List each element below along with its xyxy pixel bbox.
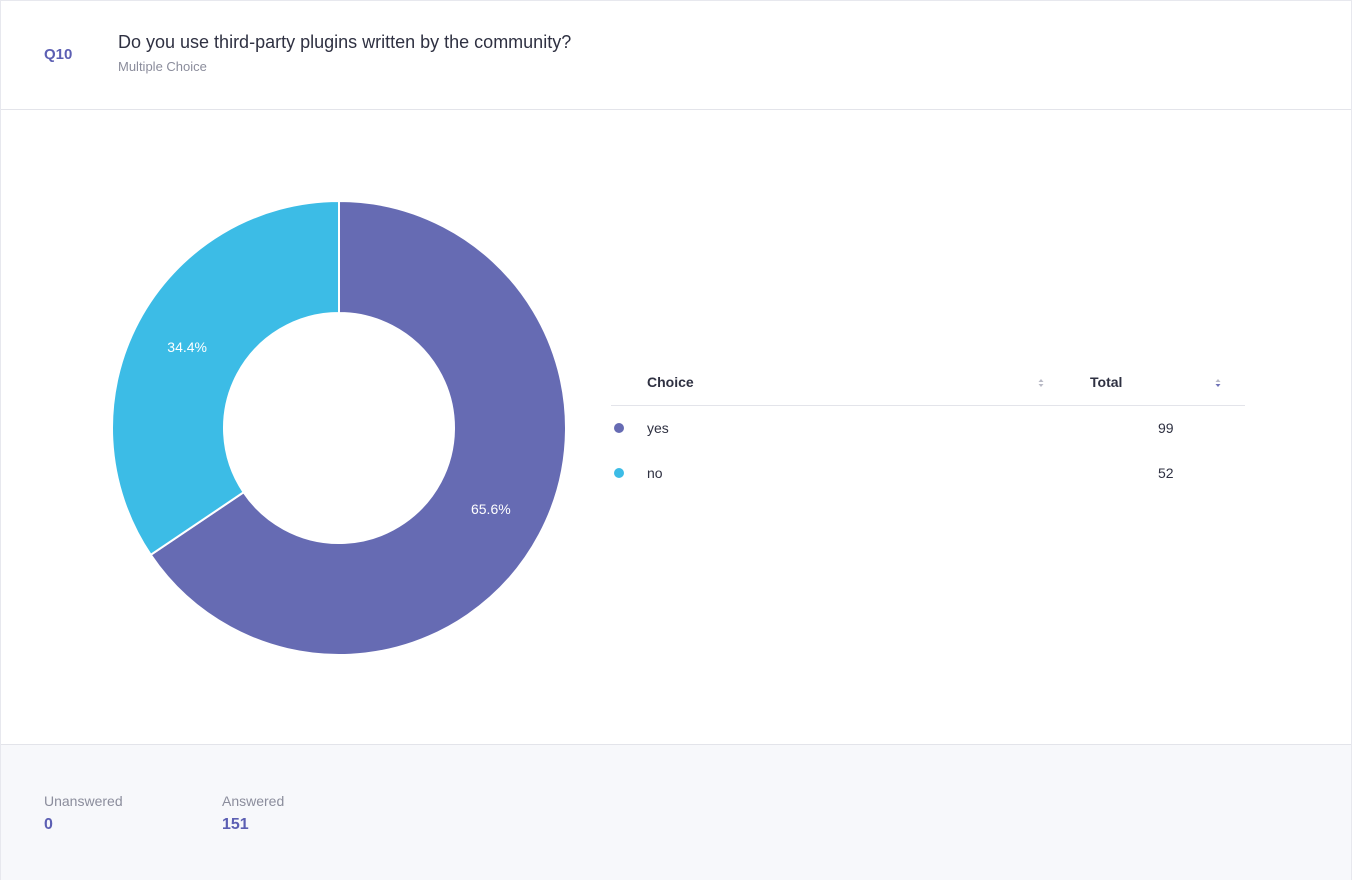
table-header: Choice Total <box>611 361 1245 406</box>
slice-percent-label: 34.4% <box>167 339 207 355</box>
choice-table: Choice Total yes 99 no 52 <box>611 361 1245 496</box>
legend-dot <box>614 423 624 433</box>
answered-count: 151 <box>222 816 249 833</box>
sort-icon[interactable] <box>1038 377 1044 389</box>
slice-percent-label: 65.6% <box>471 501 511 517</box>
table-row: yes 99 <box>611 406 1245 451</box>
unanswered-count: 0 <box>44 816 53 833</box>
answered-label: Answered <box>222 793 285 809</box>
legend-dot <box>614 468 624 478</box>
question-title: Do you use third-party plugins written b… <box>118 32 572 52</box>
table-body: yes 99 no 52 <box>611 406 1245 496</box>
question-number: Q10 <box>44 46 73 63</box>
donut-slice-no[interactable] <box>111 199 340 557</box>
question-type: Multiple Choice <box>118 59 207 74</box>
unanswered-stat: Unanswered 0 <box>44 792 123 834</box>
column-header-total[interactable]: Total <box>1090 374 1123 390</box>
unanswered-label: Unanswered <box>44 793 123 809</box>
donut-chart: 65.6% 34.4% <box>101 191 581 666</box>
question-header: Q10 Do you use third-party plugins writt… <box>1 1 1351 110</box>
column-header-choice[interactable]: Choice <box>647 374 694 390</box>
choice-label: yes <box>647 420 669 436</box>
choice-total: 99 <box>1158 420 1174 436</box>
sort-icon[interactable] <box>1215 377 1221 389</box>
choice-total: 52 <box>1158 465 1174 481</box>
answered-stat: Answered 151 <box>222 792 284 834</box>
donut-chart-svg: 65.6% 34.4% <box>111 199 567 656</box>
donut-slice-yes[interactable] <box>149 199 567 656</box>
response-summary: Unanswered 0 Answered 151 <box>1 744 1351 880</box>
choice-label: no <box>647 465 663 481</box>
table-row: no 52 <box>611 451 1245 496</box>
